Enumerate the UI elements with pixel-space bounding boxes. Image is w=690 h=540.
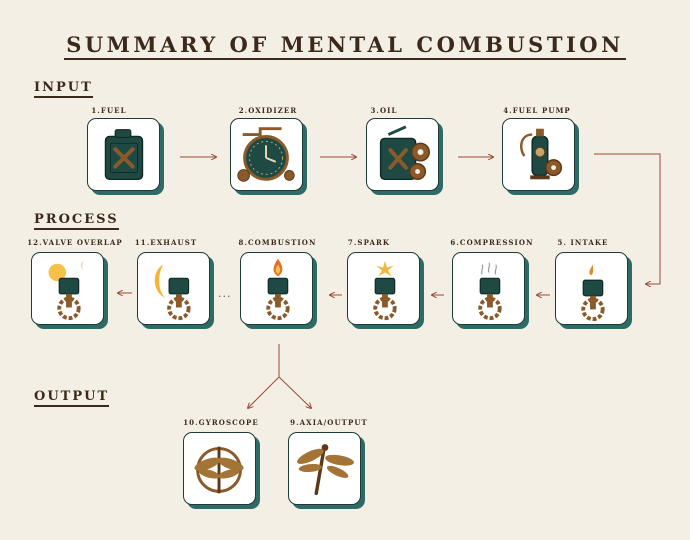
fuel-canister-icon xyxy=(104,129,144,181)
card-intake xyxy=(555,252,628,325)
diagram-title: SUMMARY OF MENTAL COMBUSTION xyxy=(0,32,690,60)
card-oxidizer xyxy=(230,118,303,191)
dragonfly-gyroscope-icon xyxy=(194,446,244,494)
label-fuel-pump: 4.FUEL PUMP xyxy=(503,106,571,115)
label-valve-overlap: 12.VALVE OVERLAP xyxy=(27,238,123,247)
title-text: SUMMARY OF MENTAL COMBUSTION xyxy=(64,33,626,60)
arrow-to-axia xyxy=(278,376,311,408)
card-fuel xyxy=(87,118,160,191)
card-valve-overlap xyxy=(31,252,104,325)
fuel-pump-icon xyxy=(520,128,563,180)
card-exhaust xyxy=(137,252,210,325)
piston-sun-moon-icon xyxy=(48,260,85,321)
piston-flame-icon xyxy=(266,258,290,321)
oil-canister-gears-icon xyxy=(379,125,430,181)
piston-moon-icon xyxy=(154,264,191,321)
ellipsis: ... xyxy=(218,287,232,300)
card-oil xyxy=(366,118,439,191)
card-axia-output xyxy=(288,432,361,505)
label-axia-output: 9.AXIA/OUTPUT xyxy=(290,418,368,427)
card-gyroscope xyxy=(183,432,256,505)
piston-drop-icon xyxy=(581,264,605,322)
label-oil: 3.OIL xyxy=(370,106,398,115)
section-input: INPUT xyxy=(34,80,93,98)
label-exhaust: 11.EXHAUST xyxy=(134,238,198,247)
piston-compression-icon xyxy=(478,262,502,321)
dragonfly-icon xyxy=(297,444,354,496)
card-fuel-pump xyxy=(502,118,575,191)
card-combustion xyxy=(240,252,313,325)
piston-spark-icon xyxy=(373,260,397,321)
section-output: OUTPUT xyxy=(34,389,110,407)
arrow-pump-to-intake xyxy=(594,153,661,284)
label-gyroscope: 10.GYROSCOPE xyxy=(183,418,259,427)
label-fuel: 1.FUEL xyxy=(91,106,127,115)
label-oxidizer: 2.OXIDIZER xyxy=(238,106,298,115)
arrow-to-gyroscope xyxy=(248,376,280,408)
label-combustion: 8.COMBUSTION xyxy=(238,238,317,247)
card-compression xyxy=(452,252,525,325)
card-spark xyxy=(347,252,420,325)
label-intake: 5. INTAKE xyxy=(557,238,609,247)
clock-icon xyxy=(237,127,295,182)
label-spark: 7.SPARK xyxy=(347,238,391,247)
section-process: PROCESS xyxy=(34,212,119,230)
label-compression: 6.COMPRESSION xyxy=(450,238,534,247)
